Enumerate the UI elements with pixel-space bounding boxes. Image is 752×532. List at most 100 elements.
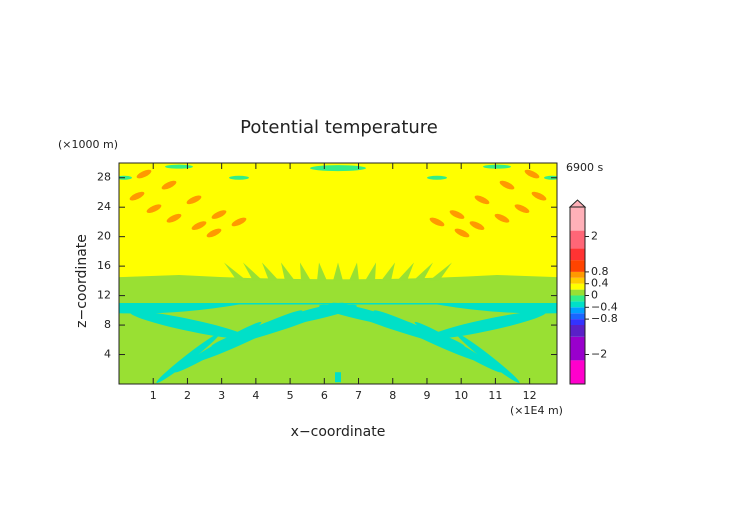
y-tick-label: 12 bbox=[97, 289, 111, 302]
field-region bbox=[191, 221, 207, 230]
field-region bbox=[130, 311, 248, 339]
field-region bbox=[224, 262, 247, 281]
colorbar-tick-label: −0.4 bbox=[591, 300, 618, 313]
field-region bbox=[317, 262, 327, 281]
field-region bbox=[281, 262, 295, 281]
field-region bbox=[211, 210, 227, 219]
field-region bbox=[474, 195, 490, 205]
x-tick-label: 8 bbox=[389, 389, 396, 402]
colorbar-tick-label: 0.8 bbox=[591, 265, 609, 278]
y-tick-label: 8 bbox=[104, 318, 111, 331]
field-region bbox=[544, 175, 557, 180]
colorbar-segment bbox=[570, 307, 585, 314]
x-tick-label: 6 bbox=[321, 389, 328, 402]
colorbar-segment bbox=[570, 319, 585, 325]
field-region bbox=[319, 304, 417, 328]
y-tick-label: 28 bbox=[97, 171, 111, 184]
x-tick-label: 4 bbox=[252, 389, 259, 402]
colorbar-tick-label: 2 bbox=[591, 230, 598, 243]
x-tick-label: 3 bbox=[218, 389, 225, 402]
field-region bbox=[449, 210, 465, 219]
field-region bbox=[469, 221, 485, 230]
y-tick-label: 20 bbox=[97, 230, 111, 243]
field-region bbox=[166, 213, 182, 223]
field-region bbox=[229, 175, 249, 180]
field-region bbox=[262, 262, 279, 281]
colorbar-segment bbox=[570, 289, 585, 296]
contour-field bbox=[119, 163, 557, 384]
colorbar-tick-label: 0.4 bbox=[591, 277, 609, 290]
colorbar-tick-label: −0.8 bbox=[591, 312, 618, 325]
field-region bbox=[429, 262, 452, 281]
field-region bbox=[119, 175, 132, 180]
colorbar-segment bbox=[570, 283, 585, 290]
field-region bbox=[454, 228, 470, 238]
colorbar-segment bbox=[570, 260, 585, 272]
x-axis-label: x−coordinate bbox=[291, 424, 386, 440]
field-region bbox=[119, 274, 557, 384]
colorbar-segment bbox=[570, 325, 585, 337]
x-tick-label: 9 bbox=[423, 389, 430, 402]
y-axis-label: z−coordinate bbox=[74, 234, 90, 328]
field-region bbox=[494, 213, 510, 223]
x-tick-label: 1 bbox=[150, 389, 157, 402]
colorbar-segment bbox=[570, 277, 585, 284]
colorbar-segment bbox=[570, 271, 585, 278]
colorbar-segment bbox=[570, 336, 585, 361]
field-region bbox=[119, 302, 557, 314]
colorbar-segment bbox=[570, 301, 585, 308]
y-tick-label: 4 bbox=[104, 348, 111, 361]
colorbar-tick-label: −2 bbox=[591, 348, 607, 361]
field-region bbox=[483, 164, 511, 169]
colorbar-segment bbox=[570, 230, 585, 249]
field-region bbox=[514, 204, 530, 214]
field-region bbox=[397, 262, 414, 281]
time-label: 6900 s bbox=[566, 161, 603, 174]
colorbar-segment bbox=[570, 207, 585, 231]
colorbar-segment bbox=[570, 248, 585, 261]
y-tick-label: 16 bbox=[97, 259, 111, 272]
y-unit: (×1000 m) bbox=[58, 138, 118, 151]
field-region bbox=[429, 217, 445, 227]
field-region bbox=[333, 262, 343, 281]
field-region bbox=[335, 372, 341, 383]
field-region bbox=[524, 169, 540, 179]
field-region bbox=[300, 262, 311, 281]
field-region bbox=[427, 175, 447, 180]
field-region bbox=[206, 228, 222, 238]
field-region bbox=[156, 333, 220, 383]
field-region bbox=[349, 262, 359, 281]
x-tick-label: 10 bbox=[454, 389, 468, 402]
y-tick-label: 24 bbox=[97, 200, 111, 213]
x-tick-label: 7 bbox=[355, 389, 362, 402]
field-region bbox=[531, 191, 547, 201]
x-tick-label: 5 bbox=[287, 389, 294, 402]
field-region bbox=[136, 169, 152, 179]
field-region bbox=[413, 262, 433, 281]
colorbar-segment bbox=[570, 360, 585, 384]
plot-frame bbox=[118, 162, 558, 385]
field-region bbox=[146, 204, 162, 214]
field-region bbox=[243, 262, 263, 281]
field-region bbox=[165, 164, 193, 169]
field-region bbox=[499, 180, 515, 190]
colorbar-tick-label: 0 bbox=[591, 289, 598, 302]
x-tick-label: 11 bbox=[488, 389, 502, 402]
colorbar-segment bbox=[570, 295, 585, 302]
field-region bbox=[310, 165, 366, 172]
field-region bbox=[381, 262, 395, 281]
x-tick-label: 12 bbox=[523, 389, 537, 402]
field-region bbox=[186, 195, 202, 205]
field-region bbox=[456, 333, 520, 383]
field-region bbox=[129, 191, 145, 201]
field-region bbox=[161, 180, 177, 190]
colorbar-segment bbox=[570, 313, 585, 320]
x-unit: (×1E4 m) bbox=[510, 404, 563, 417]
field-region bbox=[428, 311, 546, 339]
chart-title: Potential temperature bbox=[240, 117, 438, 138]
colorbar-extend bbox=[568, 199, 587, 208]
field-region bbox=[231, 217, 247, 227]
x-tick-label: 2 bbox=[184, 389, 191, 402]
field-region bbox=[365, 262, 376, 281]
